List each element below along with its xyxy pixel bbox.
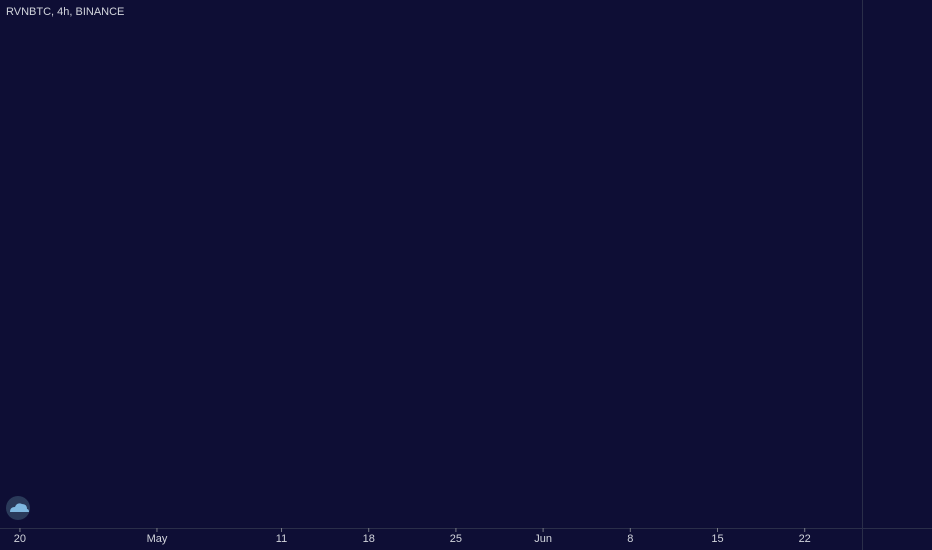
x-tick-label: 11 [276, 533, 287, 545]
x-tick-label: 18 [363, 533, 375, 545]
chart-title: RVNBTC, 4h, BINANCE [6, 6, 124, 18]
x-tick-label: 20 [14, 533, 26, 545]
x-tick-label: 25 [450, 533, 462, 545]
x-tick-label: 22 [799, 533, 811, 545]
x-tick-label: Jun [534, 533, 552, 545]
x-tick-label: May [147, 533, 168, 545]
logo-cloud [10, 503, 29, 512]
x-tick-label: 15 [711, 533, 723, 545]
logo [6, 496, 30, 520]
x-tick-label: 8 [627, 533, 633, 545]
